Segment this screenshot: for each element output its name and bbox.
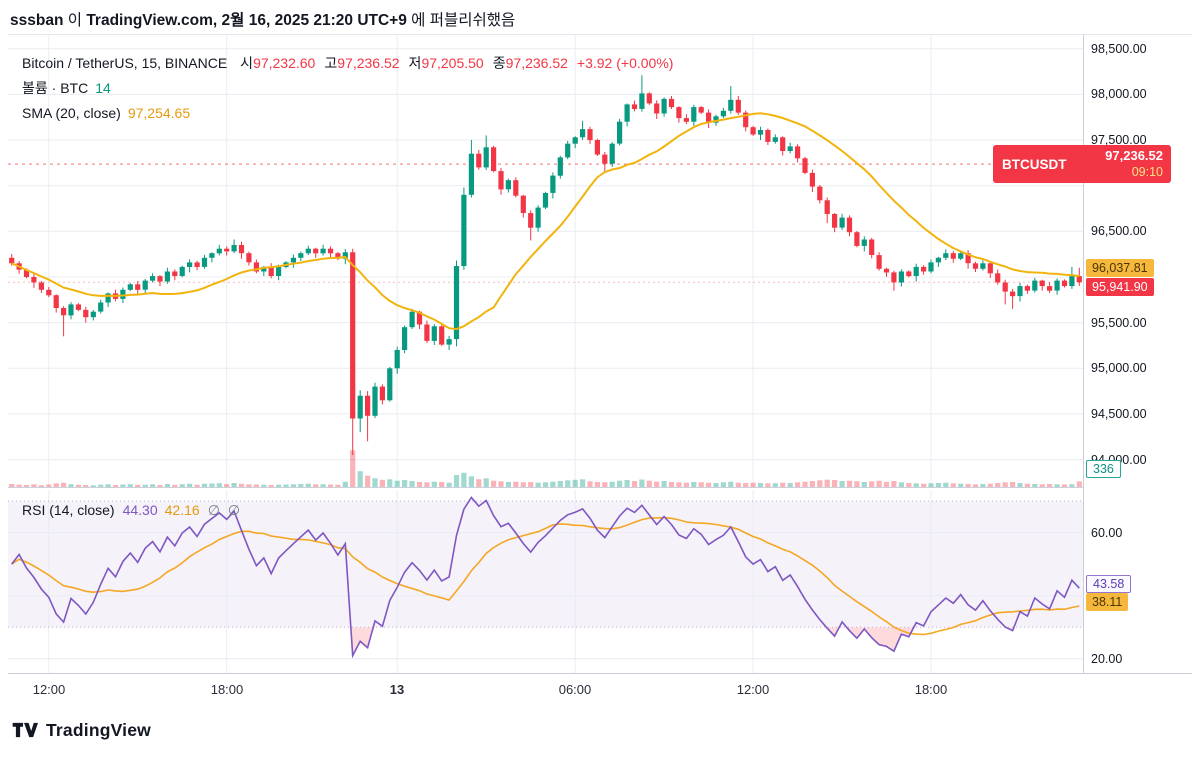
footer: TradingView [12, 718, 151, 742]
chart-legend: Bitcoin / TetherUS, 15, BINANCE 시97,232.6… [22, 51, 673, 126]
sma-legend-value: 97,254.65 [127, 105, 191, 121]
rsi-empty-value-icon: ∅ [207, 502, 220, 518]
rsi-ma-axis-label: 38.11 [1086, 593, 1129, 611]
rsi-tick-label: 20.00 [1091, 652, 1123, 666]
price-tick-label: 97,500.00 [1091, 133, 1147, 147]
tradingview-logo-icon[interactable] [12, 718, 38, 742]
high-label: 고 [324, 55, 338, 71]
publish-header: sssban 이 TradingView.com, 2월 16, 2025 21… [10, 8, 515, 30]
time-axis-label: 18:00 [210, 682, 244, 697]
price-axis[interactable]: 98,500.00 98,000.00 97,500.00 96,500.00 95,5… [1083, 35, 1200, 673]
last-price-axis-label: 95,941.90 [1086, 278, 1154, 296]
time-axis-label: 13 [389, 682, 405, 697]
badge-countdown: 09:10 [1131, 165, 1163, 179]
author-name[interactable]: sssban [10, 12, 64, 29]
low-label: 저 [408, 55, 422, 71]
price-tick-label: 98,500.00 [1091, 42, 1147, 56]
time-axis-label: 12:00 [736, 682, 770, 697]
change-value: +3.92 (+0.00%) [576, 55, 674, 71]
price-tick-label: 94,500.00 [1091, 407, 1147, 421]
symbol-legend-row[interactable]: Bitcoin / TetherUS, 15, BINANCE 시97,232.6… [22, 51, 673, 76]
candlestick-chart-canvas[interactable] [8, 35, 1083, 487]
rsi-pane[interactable]: RSI (14, close) 44.30 42.16 ∅ ∅ [8, 490, 1083, 673]
symbol-price-badge: BTCUSDT 97,236.52 09:10 [993, 145, 1171, 183]
volume-legend-row[interactable]: 볼륨 · BTC 14 [22, 76, 673, 101]
volume-legend-label: 볼륨 · BTC [22, 80, 89, 96]
brand-name[interactable]: TradingView [46, 719, 151, 740]
header-particle: 이 [67, 12, 82, 29]
price-tick-label: 96,500.00 [1091, 224, 1147, 238]
symbol-title: Bitcoin / TetherUS, 15, BINANCE [22, 55, 228, 71]
rsi-ma-legend-value: 42.16 [164, 502, 200, 518]
open-value: 97,232.60 [253, 55, 316, 71]
sma-legend-row[interactable]: SMA (20, close) 97,254.65 [22, 101, 673, 126]
rsi-legend[interactable]: RSI (14, close) 44.30 42.16 ∅ ∅ [22, 498, 240, 523]
close-label: 종 [492, 55, 506, 71]
publish-source-and-date[interactable]: TradingView.com, 2월 16, 2025 21:20 UTC+9 [86, 12, 407, 29]
main-chart-pane[interactable]: Bitcoin / TetherUS, 15, BINANCE 시97,232.6… [8, 35, 1083, 488]
badge-price: 97,236.52 [1105, 148, 1163, 163]
header-particle: 에 퍼블리쉬했음 [411, 12, 516, 29]
price-tick-label: 98,000.00 [1091, 87, 1147, 101]
price-tick-label: 95,000.00 [1091, 361, 1147, 375]
chart-frame-top-line [8, 34, 1192, 35]
low-value: 97,205.50 [421, 55, 484, 71]
rsi-legend-label: RSI (14, close) [22, 502, 115, 518]
sma-legend-label: SMA (20, close) [22, 105, 121, 121]
rsi-chart-canvas[interactable] [8, 490, 1083, 673]
time-axis-label: 06:00 [558, 682, 592, 697]
volume-axis-label: 336 [1086, 460, 1121, 478]
rsi-empty-value-icon: ∅ [227, 502, 241, 518]
rsi-tick-label: 60.00 [1091, 526, 1123, 540]
rsi-legend-value: 44.30 [122, 502, 158, 518]
rsi-value-axis-label: 43.58 [1086, 575, 1132, 593]
volume-legend-value: 14 [95, 80, 111, 96]
open-label: 시 [240, 55, 254, 71]
time-axis-label: 18:00 [914, 682, 948, 697]
close-value: 97,236.52 [505, 55, 568, 71]
time-axis-label: 12:00 [32, 682, 66, 697]
sma-axis-label: 96,037.81 [1086, 259, 1154, 277]
time-axis[interactable]: 12:00 18:00 13 06:00 12:00 18:00 [8, 673, 1192, 701]
high-value: 97,236.52 [337, 55, 400, 71]
price-tick-label: 95,500.00 [1091, 316, 1147, 330]
badge-symbol: BTCUSDT [1002, 156, 1067, 172]
